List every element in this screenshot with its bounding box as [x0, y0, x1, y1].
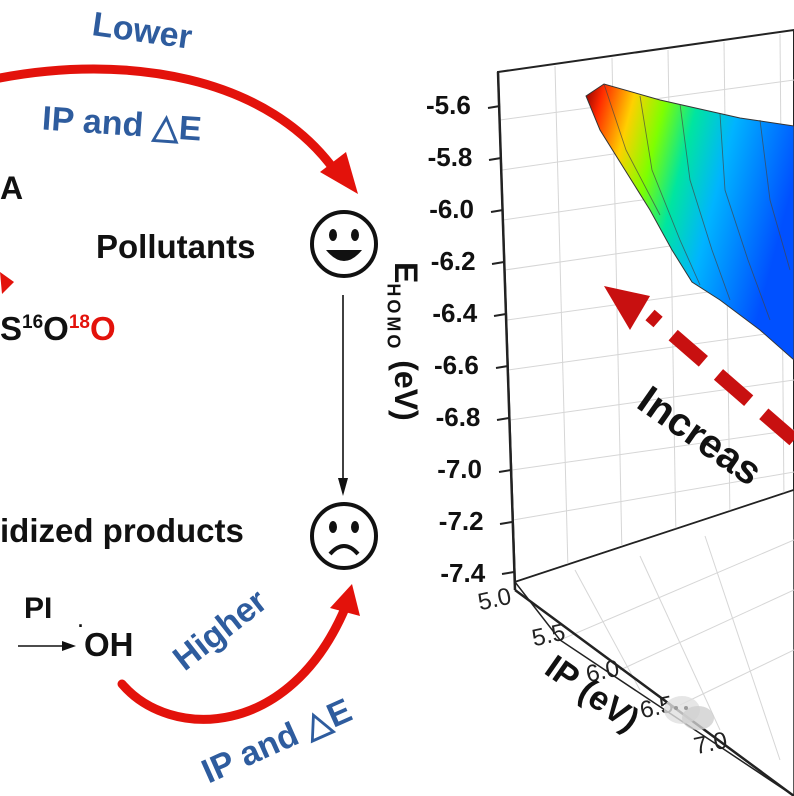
surface-contours — [603, 83, 791, 321]
surface-plot — [585, 83, 794, 361]
z-tick-label: -6.2 — [430, 246, 476, 276]
isotope-o1: O — [43, 310, 69, 347]
isotope-label: S16O18O — [0, 310, 116, 348]
increase-arrow — [604, 286, 794, 446]
z-tick-label: -5.8 — [427, 142, 473, 172]
isotope-prefix: S — [0, 310, 23, 347]
z-tick-label: -7.0 — [437, 454, 482, 484]
z-tick-label: -6.0 — [429, 194, 474, 224]
isotope-18: 18 — [68, 312, 90, 333]
oh-label: OH — [84, 626, 134, 663]
z-tick-marks — [487, 105, 515, 575]
z-tick-label: -6.8 — [435, 402, 481, 432]
left-edge-red-arrow — [0, 272, 14, 294]
x-axis-line — [514, 588, 794, 796]
wechat-watermark-icon — [664, 696, 714, 730]
oh-radical-dot: · — [78, 616, 84, 636]
z-tick-label: -6.6 — [434, 350, 479, 380]
happy-face-icon — [310, 210, 378, 278]
partial-label-a: A — [0, 170, 24, 206]
sad-face-icon — [310, 502, 378, 570]
floor-grid — [559, 535, 794, 761]
z-axis-label-main: E — [388, 262, 424, 284]
pollutants-label: Pollutants — [96, 228, 256, 265]
isotope-o2: O — [89, 310, 116, 347]
pi-label: PI — [24, 592, 53, 625]
z-axis-label: EHOMO (eV) — [380, 262, 460, 502]
z-axis-label-sub: HOMO — [383, 283, 404, 352]
bottom-red-arrowhead — [330, 584, 360, 616]
z-tick-label: -7.2 — [438, 506, 484, 536]
oxidized-products-label: idized products — [0, 512, 244, 549]
isotope-16: 16 — [22, 312, 44, 333]
pi-arrowhead — [62, 641, 76, 651]
floor — [513, 489, 794, 796]
bottom-red-arrow — [117, 601, 351, 724]
z-tick-label: -5.6 — [426, 90, 471, 120]
vertical-arrowhead — [338, 478, 348, 496]
top-red-arrow — [0, 64, 345, 183]
z-tick-label: -6.4 — [432, 298, 478, 328]
chart-3d — [487, 28, 794, 796]
z-axis-label-unit: (eV) — [388, 351, 424, 421]
z-tick-label: -7.4 — [440, 558, 486, 588]
top-red-arrowhead — [320, 152, 358, 194]
